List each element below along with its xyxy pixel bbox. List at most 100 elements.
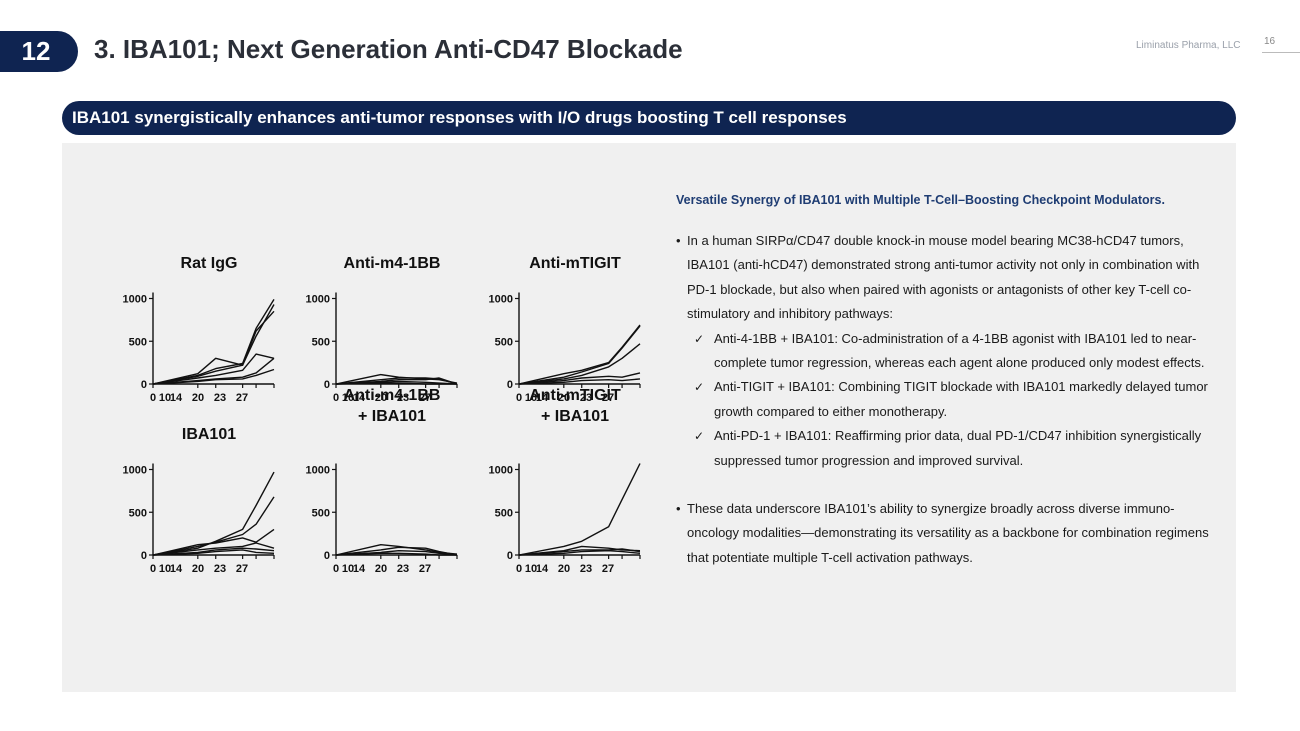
x-tick-label: 20 bbox=[375, 563, 387, 575]
series-line-6 bbox=[152, 549, 275, 556]
check-icon: ✓ bbox=[694, 429, 705, 444]
chart-title: Anti-m4-1BB bbox=[344, 255, 441, 272]
page-number: 16 bbox=[1264, 36, 1276, 47]
section-number-badge: 12 bbox=[0, 31, 78, 72]
check-icon: ✓ bbox=[694, 380, 705, 395]
x-tick-label: 27 bbox=[236, 392, 248, 404]
check-item-text: Anti-TIGIT + IBA101: Combining TIGIT blo… bbox=[714, 379, 1208, 419]
check-list: ✓ Anti-4-1BB + IBA101: Co-administration … bbox=[676, 327, 1224, 473]
x-tick-label: 10 bbox=[525, 563, 537, 575]
check-item-text: Anti-4-1BB + IBA101: Co-administration o… bbox=[714, 330, 1205, 371]
x-tick-label: 23 bbox=[214, 563, 226, 575]
series-line-2 bbox=[152, 496, 275, 556]
x-tick-label: 14 bbox=[353, 563, 366, 575]
x-tick-label: 14 bbox=[536, 392, 549, 404]
x-tick-label: 27 bbox=[419, 392, 431, 404]
series-line-2 bbox=[152, 310, 275, 385]
x-tick-label: 0 bbox=[150, 392, 156, 404]
x-tick-label: 23 bbox=[214, 392, 226, 404]
series-line-5 bbox=[152, 547, 275, 556]
x-tick-label: 10 bbox=[525, 392, 537, 404]
bullet-1-text: In a human SIRPα/CD47 double knock-in mo… bbox=[687, 233, 1200, 322]
content-panel bbox=[62, 143, 1236, 692]
x-tick-label: 23 bbox=[580, 392, 592, 404]
x-tick-label: 14 bbox=[170, 563, 183, 575]
series-line-4 bbox=[152, 542, 275, 556]
section-number: 12 bbox=[21, 36, 51, 66]
chart-title: IBA101 bbox=[182, 426, 236, 443]
y-tick-label: 500 bbox=[129, 336, 147, 348]
text-heading: Versatile Synergy of IBA101 with Multipl… bbox=[676, 193, 1165, 207]
series-line-4 bbox=[518, 550, 641, 556]
y-tick-label: 1000 bbox=[306, 294, 330, 306]
text-column: Versatile Synergy of IBA101 with Multipl… bbox=[676, 191, 1224, 570]
x-tick-label: 0 bbox=[333, 563, 339, 575]
series-line-1 bbox=[152, 471, 275, 556]
series-line-3 bbox=[152, 528, 275, 556]
x-tick-label: 0 bbox=[150, 563, 156, 575]
y-tick-label: 1000 bbox=[489, 294, 513, 306]
series-line-2 bbox=[335, 546, 458, 556]
check-item: ✓ Anti-PD-1 + IBA101: Reaffirming prior d… bbox=[694, 424, 1224, 473]
x-tick-label: 23 bbox=[580, 563, 592, 575]
bullet-paragraph-2: • These data underscore IBA101’s ability… bbox=[676, 497, 1224, 570]
bullet-dot: • bbox=[676, 501, 681, 517]
check-item: ✓ Anti-TIGIT + IBA101: Combining TIGIT bl… bbox=[694, 375, 1224, 424]
y-tick-label: 1000 bbox=[123, 465, 147, 477]
y-tick-label: 0 bbox=[507, 550, 513, 562]
series-line-6 bbox=[152, 368, 275, 385]
series-line-3 bbox=[518, 343, 641, 385]
series-line-4 bbox=[152, 353, 275, 385]
series-line-5 bbox=[335, 382, 457, 385]
x-tick-label: 10 bbox=[342, 563, 354, 575]
bullet-dot: • bbox=[676, 233, 681, 248]
chart-title: Anti-mTIGIT bbox=[529, 387, 621, 404]
x-tick-label: 23 bbox=[397, 392, 409, 404]
x-tick-label: 23 bbox=[397, 563, 409, 575]
x-tick-label: 20 bbox=[558, 392, 570, 404]
subtitle-banner: IBA101 synergistically enhances anti-tum… bbox=[62, 101, 1236, 135]
y-tick-label: 1000 bbox=[489, 465, 513, 477]
y-tick-label: 500 bbox=[129, 507, 147, 519]
x-tick-label: 27 bbox=[602, 563, 614, 575]
x-tick-label: 0 bbox=[516, 563, 522, 575]
chart-title: Anti-mTIGIT bbox=[529, 255, 621, 272]
y-tick-label: 1000 bbox=[306, 465, 330, 477]
chart-title: + IBA101 bbox=[358, 408, 426, 425]
series-line-4 bbox=[335, 552, 457, 556]
y-tick-label: 500 bbox=[312, 507, 330, 519]
check-item: ✓ Anti-4-1BB + IBA101: Co-administration … bbox=[694, 327, 1224, 376]
slide-title: 3. IBA101; Next Generation Anti-CD47 Blo… bbox=[94, 34, 683, 64]
y-tick-label: 0 bbox=[324, 379, 330, 391]
y-tick-label: 500 bbox=[495, 336, 513, 348]
y-tick-label: 0 bbox=[507, 379, 513, 391]
y-tick-label: 1000 bbox=[123, 294, 147, 306]
y-tick-label: 0 bbox=[141, 379, 147, 391]
series-line-3 bbox=[518, 548, 641, 556]
check-icon: ✓ bbox=[694, 331, 705, 346]
series-line-1 bbox=[152, 299, 275, 385]
y-tick-label: 0 bbox=[324, 550, 330, 562]
y-tick-label: 500 bbox=[495, 507, 513, 519]
x-tick-label: 14 bbox=[353, 392, 366, 404]
bullet-2-text: These data underscore IBA101’s ability t… bbox=[687, 501, 1209, 565]
series-line-5 bbox=[518, 378, 641, 385]
x-tick-label: 10 bbox=[159, 392, 171, 404]
chart-title: Rat IgG bbox=[181, 255, 238, 272]
series-line-2 bbox=[518, 325, 641, 385]
x-tick-label: 0 bbox=[333, 392, 339, 404]
series-line-4 bbox=[518, 372, 641, 385]
series-line-3 bbox=[335, 377, 458, 385]
x-tick-label: 10 bbox=[342, 392, 354, 404]
series-line-3 bbox=[152, 304, 275, 385]
bullet-paragraph-1: • In a human SIRPα/CD47 double knock-in … bbox=[676, 229, 1224, 327]
company-name: Liminatus Pharma, LLC bbox=[1136, 40, 1241, 51]
paragraph-gap bbox=[676, 473, 1224, 497]
x-tick-label: 27 bbox=[419, 563, 431, 575]
